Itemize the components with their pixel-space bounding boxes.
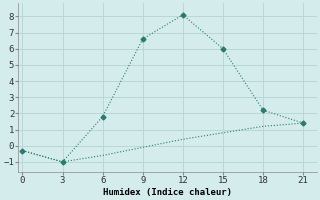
X-axis label: Humidex (Indice chaleur): Humidex (Indice chaleur)	[103, 188, 232, 197]
